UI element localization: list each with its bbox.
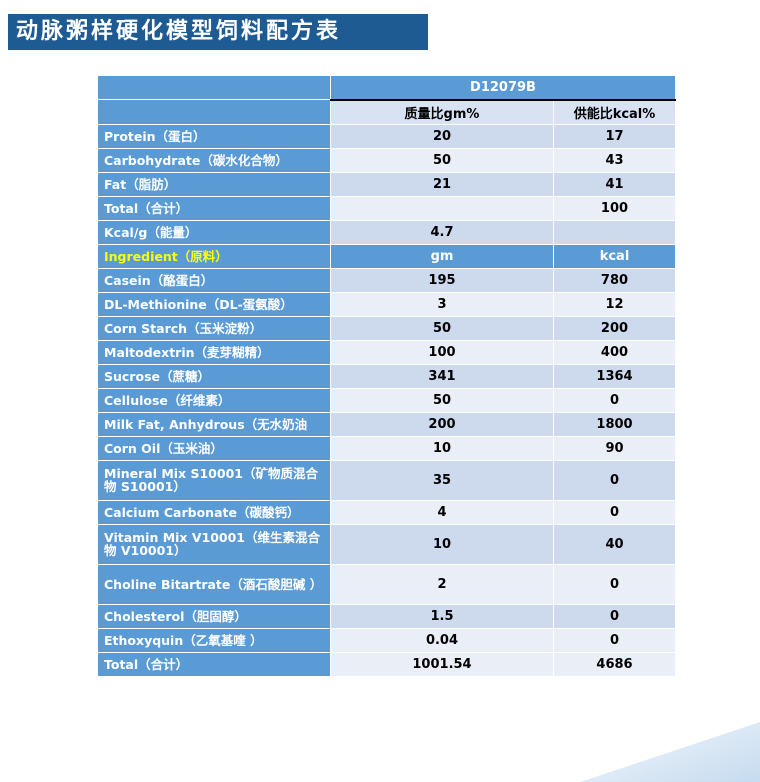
table-row: Mineral Mix S10001（矿物质混合物 S10001） 35 0 <box>97 459 676 501</box>
energy-value: 43 <box>553 147 676 173</box>
energy-value <box>553 219 676 245</box>
table-row: Carbohydrate（碳水化合物） 50 43 <box>97 147 676 173</box>
gm-value: 50 <box>330 387 554 413</box>
gm-value: 195 <box>330 267 554 293</box>
gm-value: 341 <box>330 363 554 389</box>
col-header-energy: 供能比kcal% <box>553 99 676 125</box>
kcal-value: 0 <box>553 563 676 605</box>
row-label: Kcal/g（能量） <box>97 219 331 245</box>
gm-value: 10 <box>330 435 554 461</box>
mass-value <box>330 195 554 221</box>
ingredient-label: Choline Bitartrate（酒石酸胆碱 ） <box>97 563 331 605</box>
ingredient-label: Calcium Carbonate（碳酸钙） <box>97 499 331 525</box>
ingredient-label: Casein（酪蛋白） <box>97 267 331 293</box>
page-title: 动脉粥样硬化模型饲料配方表 <box>8 14 428 50</box>
gm-value: 3 <box>330 291 554 317</box>
kcal-value: 12 <box>553 291 676 317</box>
row-label: Carbohydrate（碳水化合物） <box>97 147 331 173</box>
kcal-value: 0 <box>553 387 676 413</box>
ingredient-label: Vitamin Mix V10001（维生素混合物 V10001） <box>97 523 331 565</box>
row-label: Protein（蛋白） <box>97 123 331 149</box>
ingredient-label: Maltodextrin（麦芽糊精） <box>97 339 331 365</box>
ingredient-label: DL-Methionine（DL-蛋氨酸） <box>97 291 331 317</box>
total-gm-value: 1001.54 <box>330 651 554 677</box>
table-header-row: D12079B <box>97 75 676 101</box>
table-row: Ethoxyquin（乙氧基喹 ） 0.04 0 <box>97 627 676 653</box>
table-row: Milk Fat, Anhydrous（无水奶油 200 1800 <box>97 411 676 437</box>
ingredient-label: Cholesterol（胆固醇） <box>97 603 331 629</box>
gm-value: 2 <box>330 563 554 605</box>
ingredient-label: Mineral Mix S10001（矿物质混合物 S10001） <box>97 459 331 501</box>
gm-value: 200 <box>330 411 554 437</box>
gm-value: 35 <box>330 459 554 501</box>
table-row: Protein（蛋白） 20 17 <box>97 123 676 149</box>
kcal-value: 200 <box>553 315 676 341</box>
table-row: Cellulose（纤维素） 50 0 <box>97 387 676 413</box>
total-label: Total（合计） <box>97 651 331 677</box>
total-kcal-value: 4686 <box>553 651 676 677</box>
kcal-value: 1364 <box>553 363 676 389</box>
gm-value: 10 <box>330 523 554 565</box>
table-row: Corn Oil（玉米油） 10 90 <box>97 435 676 461</box>
gm-value: 50 <box>330 315 554 341</box>
gm-value: 0.04 <box>330 627 554 653</box>
kcal-value: 0 <box>553 459 676 501</box>
mass-value: 50 <box>330 147 554 173</box>
table-row: Fat（脂肪） 21 41 <box>97 171 676 197</box>
ingredient-header-gm: gm <box>330 243 554 269</box>
table-row: Kcal/g（能量） 4.7 <box>97 219 676 245</box>
gm-value: 100 <box>330 339 554 365</box>
table-row: Sucrose（蔗糖） 341 1364 <box>97 363 676 389</box>
table-row: Choline Bitartrate（酒石酸胆碱 ） 2 0 <box>97 563 676 605</box>
kcal-value: 780 <box>553 267 676 293</box>
total-row: Total（合计） 1001.54 4686 <box>97 651 676 677</box>
gm-value: 1.5 <box>330 603 554 629</box>
table-row: Vitamin Mix V10001（维生素混合物 V10001） 10 40 <box>97 523 676 565</box>
kcal-value: 0 <box>553 627 676 653</box>
ingredient-label: Corn Oil（玉米油） <box>97 435 331 461</box>
energy-value: 17 <box>553 123 676 149</box>
header-blank-cell <box>97 75 331 100</box>
energy-value: 41 <box>553 171 676 197</box>
ingredient-label: Corn Starch（玉米淀粉） <box>97 315 331 341</box>
table-row: Cholesterol（胆固醇） 1.5 0 <box>97 603 676 629</box>
kcal-value: 0 <box>553 603 676 629</box>
table-row: Total（合计） 100 <box>97 195 676 221</box>
ingredient-header-kcal: kcal <box>553 243 676 269</box>
kcal-value: 0 <box>553 499 676 525</box>
mass-value: 21 <box>330 171 554 197</box>
column-header-row: 质量比gm% 供能比kcal% <box>97 99 676 125</box>
table-row: DL-Methionine（DL-蛋氨酸） 3 12 <box>97 291 676 317</box>
table-row: Corn Starch（玉米淀粉） 50 200 <box>97 315 676 341</box>
header-blank-cell <box>97 99 331 125</box>
row-label: Total（合计） <box>97 195 331 221</box>
mass-value: 4.7 <box>330 219 554 245</box>
mass-value: 20 <box>330 123 554 149</box>
ingredient-header-row: Ingredient（原料） gm kcal <box>97 243 676 269</box>
formula-table: D12079B 质量比gm% 供能比kcal% Protein（蛋白） 20 1… <box>97 75 676 677</box>
table-row: Maltodextrin（麦芽糊精） 100 400 <box>97 339 676 365</box>
decorative-corner-shape <box>580 722 760 782</box>
ingredient-label: Sucrose（蔗糖） <box>97 363 331 389</box>
col-header-mass: 质量比gm% <box>330 99 554 125</box>
kcal-value: 40 <box>553 523 676 565</box>
row-label: Fat（脂肪） <box>97 171 331 197</box>
ingredient-label: Milk Fat, Anhydrous（无水奶油 <box>97 411 331 437</box>
energy-value: 100 <box>553 195 676 221</box>
diet-name-header: D12079B <box>330 75 676 101</box>
ingredient-header-label: Ingredient（原料） <box>97 243 331 269</box>
kcal-value: 90 <box>553 435 676 461</box>
gm-value: 4 <box>330 499 554 525</box>
kcal-value: 400 <box>553 339 676 365</box>
kcal-value: 1800 <box>553 411 676 437</box>
table-row: Calcium Carbonate（碳酸钙） 4 0 <box>97 499 676 525</box>
ingredient-label: Cellulose（纤维素） <box>97 387 331 413</box>
table-row: Casein（酪蛋白） 195 780 <box>97 267 676 293</box>
ingredient-label: Ethoxyquin（乙氧基喹 ） <box>97 627 331 653</box>
